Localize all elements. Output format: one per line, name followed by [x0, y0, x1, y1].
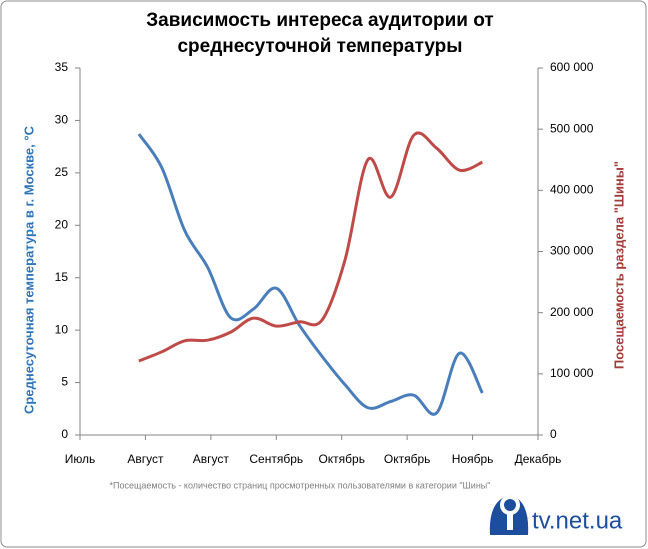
y-axis-label: Среднесуточная температура в г. Москве, … [21, 125, 36, 414]
y-tick-label: 30 [55, 113, 69, 127]
y2-tick-label: 100 000 [550, 366, 594, 380]
y-tick-label: 35 [55, 60, 69, 74]
y2-tick-label: 200 000 [550, 305, 594, 319]
logo-icon [489, 495, 529, 535]
x-tick-label: Ноябрь [452, 452, 494, 466]
x-tick-label: Декабрь [515, 452, 562, 466]
x-tick-label: Сентябрь [249, 452, 303, 466]
y2-tick-label: 600 000 [550, 60, 594, 74]
series-line [138, 131, 484, 363]
x-tick-label: Август [127, 452, 164, 466]
x-tick-label: Август [193, 452, 230, 466]
y-tick-label: 0 [61, 427, 68, 441]
y2-axis-label: Посещаемость раздела "Шины" [611, 161, 626, 369]
y2-tick-label: 500 000 [550, 121, 594, 135]
y-tick-label: 10 [55, 322, 69, 336]
y2-tick-label: 0 [550, 427, 557, 441]
logo-text: tv.net.ua [532, 507, 623, 534]
x-tick-label: Октябрь [318, 452, 365, 466]
y-tick-label: 20 [55, 217, 69, 231]
y-tick-label: 25 [55, 165, 69, 179]
chart-title: Зависимость интереса аудитории от средне… [146, 10, 494, 57]
y2-tick-label: 400 000 [550, 183, 594, 197]
x-tick-label: Октябрь [384, 452, 431, 466]
y-tick-label: 5 [61, 375, 68, 389]
footnote: *Посещаемость - количество страниц просм… [110, 480, 491, 490]
x-tick-label: Июль [65, 452, 96, 466]
series-line [137, 133, 484, 416]
y-tick-label: 15 [55, 270, 69, 284]
y2-tick-label: 300 000 [550, 244, 594, 258]
